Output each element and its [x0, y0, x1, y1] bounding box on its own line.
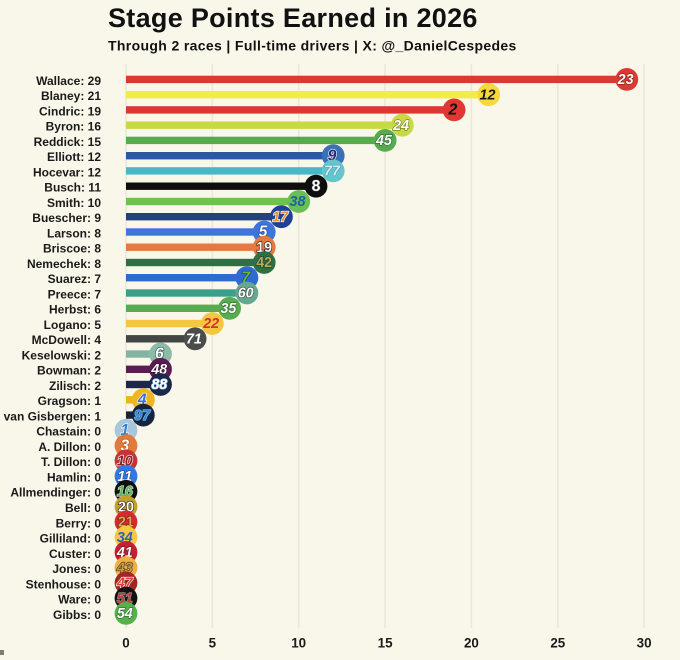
svg-text:Smith: 10: Smith: 10: [47, 196, 101, 210]
svg-text:Keselowski: 2: Keselowski: 2: [22, 348, 102, 362]
svg-text:17: 17: [272, 209, 289, 225]
svg-text:20: 20: [464, 636, 479, 651]
svg-text:45: 45: [375, 133, 393, 149]
svg-text:38: 38: [290, 194, 306, 210]
svg-text:24: 24: [392, 118, 409, 134]
svg-text:McDowell: 4: McDowell: 4: [32, 333, 102, 347]
svg-text:van Gisbergen: 1: van Gisbergen: 1: [4, 410, 102, 424]
svg-text:Suarez: 7: Suarez: 7: [48, 272, 102, 286]
svg-text:2: 2: [448, 102, 458, 119]
svg-text:4: 4: [137, 392, 147, 409]
svg-text:Gibbs: 0: Gibbs: 0: [53, 608, 101, 622]
svg-text:Cindric: 19: Cindric: 19: [39, 104, 101, 118]
svg-text:42: 42: [256, 255, 272, 271]
svg-text:Gilliland: 0: Gilliland: 0: [40, 532, 102, 546]
svg-text:0: 0: [122, 636, 129, 651]
svg-text:Larson: 8: Larson: 8: [47, 226, 101, 240]
svg-text:Stage Points Earned in 2026: Stage Points Earned in 2026: [108, 3, 478, 33]
svg-text:23: 23: [617, 72, 634, 88]
svg-text:77: 77: [324, 164, 341, 180]
svg-text:5: 5: [259, 224, 268, 241]
svg-text:Bowman: 2: Bowman: 2: [37, 364, 101, 378]
svg-text:30: 30: [637, 636, 652, 651]
svg-text:Busch: 11: Busch: 11: [44, 181, 101, 195]
svg-text:Wallace: 29: Wallace: 29: [36, 74, 101, 88]
svg-text:5: 5: [209, 636, 217, 651]
svg-text:Custer: 0: Custer: 0: [49, 547, 101, 561]
svg-text:Hamlin: 0: Hamlin: 0: [47, 471, 101, 485]
svg-text:Chastain: 0: Chastain: 0: [36, 425, 101, 439]
svg-text:Byron: 16: Byron: 16: [46, 120, 102, 134]
svg-text:Stenhouse: 0: Stenhouse: 0: [26, 577, 102, 591]
svg-text:A. Dillon: 0: A. Dillon: 0: [38, 440, 101, 454]
svg-text:6: 6: [155, 346, 164, 363]
svg-text:Briscoe: 8: Briscoe: 8: [43, 242, 101, 256]
svg-text:Allmendinger: 0: Allmendinger: 0: [10, 486, 101, 500]
svg-text:T. Dillon: 0: T. Dillon: 0: [41, 455, 101, 469]
svg-text:22: 22: [202, 316, 219, 332]
svg-text:Buescher: 9: Buescher: 9: [32, 211, 101, 225]
svg-text:71: 71: [186, 332, 202, 348]
svg-text:8: 8: [312, 178, 321, 195]
svg-text:Jones: 0: Jones: 0: [52, 562, 101, 576]
svg-text:25: 25: [550, 636, 565, 651]
svg-text:3: 3: [120, 437, 129, 454]
svg-text:88: 88: [151, 377, 167, 393]
svg-text:Preece: 7: Preece: 7: [48, 287, 102, 301]
svg-text:1: 1: [120, 422, 129, 439]
svg-text:7: 7: [241, 269, 251, 286]
svg-text:60: 60: [238, 286, 254, 302]
svg-text:Ware: 0: Ware: 0: [58, 593, 101, 607]
svg-text:54: 54: [117, 606, 133, 622]
svg-text:Hocevar: 12: Hocevar: 12: [33, 165, 101, 179]
svg-text:35: 35: [220, 301, 237, 317]
svg-text:12: 12: [480, 87, 496, 103]
svg-text:9: 9: [328, 147, 337, 164]
svg-text:Bell: 0: Bell: 0: [65, 501, 101, 515]
svg-text:Reddick: 15: Reddick: 15: [34, 135, 102, 149]
svg-text:Gragson: 1: Gragson: 1: [38, 394, 102, 408]
svg-text:Elliott: 12: Elliott: 12: [47, 150, 101, 164]
svg-text:Nemechek: 8: Nemechek: 8: [27, 257, 101, 271]
svg-text:Through 2 races | Full-time dr: Through 2 races | Full-time drivers | X:…: [108, 38, 517, 54]
svg-text:Berry: 0: Berry: 0: [56, 516, 102, 530]
svg-text:Zilisch: 2: Zilisch: 2: [49, 379, 101, 393]
svg-text:Blaney: 21: Blaney: 21: [41, 89, 101, 103]
svg-text:15: 15: [378, 636, 393, 651]
svg-text:10: 10: [291, 636, 306, 651]
svg-text:Herbst: 6: Herbst: 6: [49, 303, 101, 317]
svg-text:97: 97: [134, 408, 151, 424]
svg-text:Logano: 5: Logano: 5: [44, 318, 102, 332]
